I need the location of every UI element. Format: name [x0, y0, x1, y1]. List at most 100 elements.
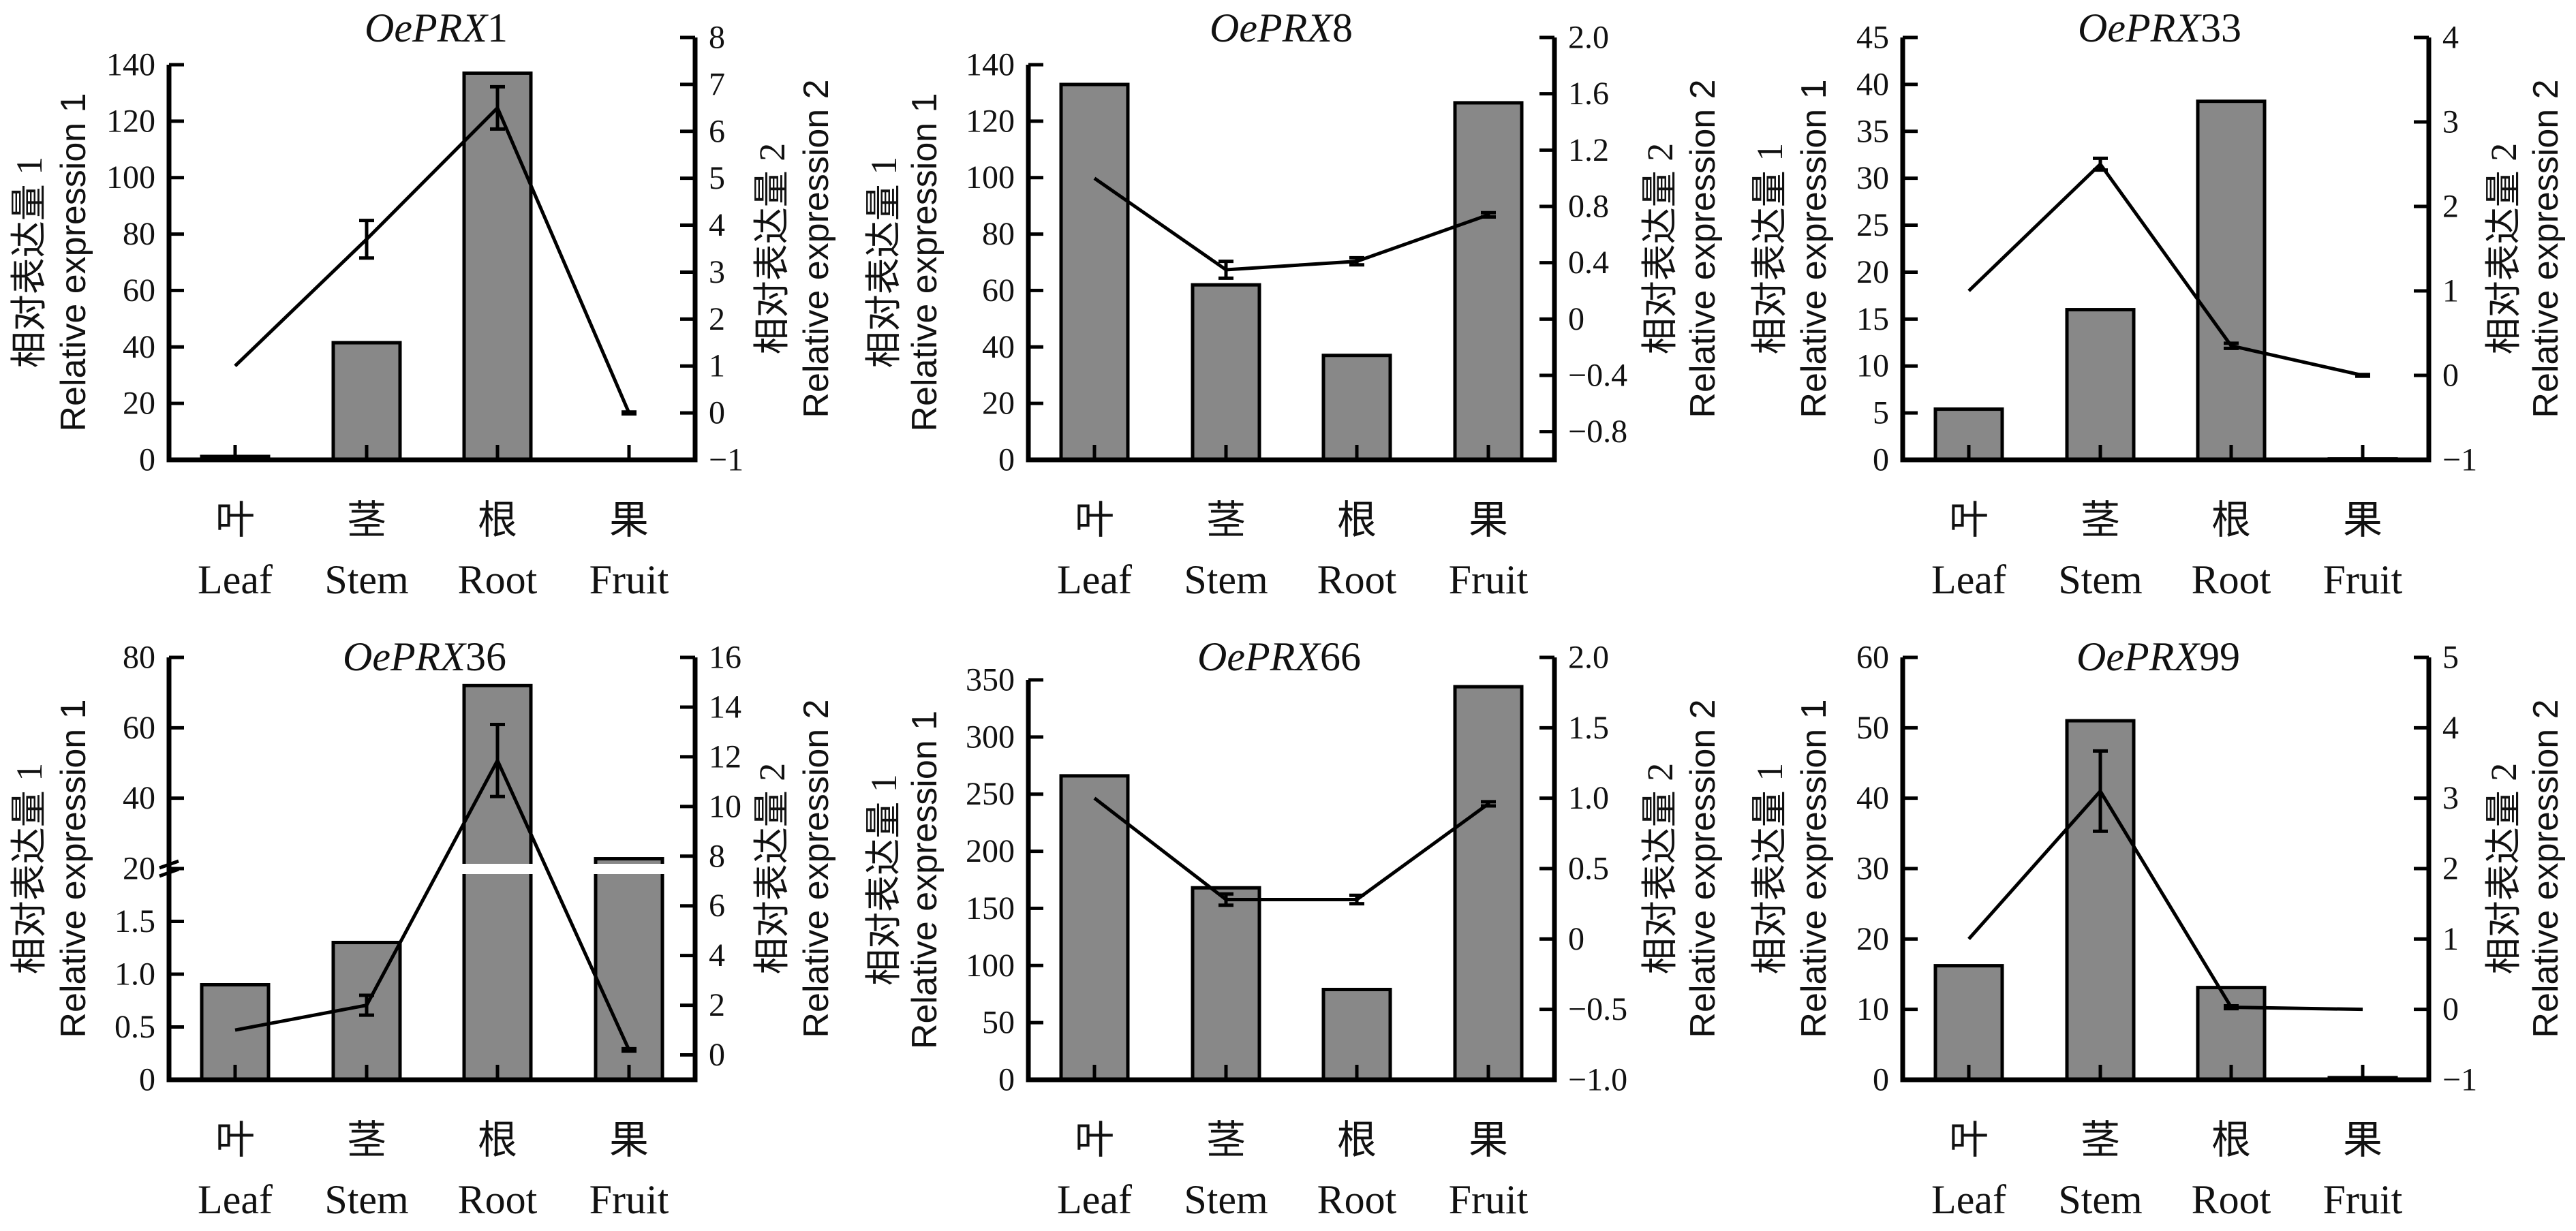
left-tick-label: 0	[139, 1062, 155, 1098]
left-tick-label: 150	[966, 890, 1015, 926]
category-label-en: Leaf	[1931, 557, 2006, 602]
error-bar-stem	[2093, 749, 2108, 833]
error-bar-fruit	[1481, 800, 1496, 808]
error-bar-stem	[1218, 892, 1233, 907]
category-label-cn: 茎	[2081, 1118, 2120, 1162]
left-tick-label: 10	[1856, 348, 1889, 384]
category-label-cn: 根	[2211, 498, 2251, 542]
category-label-cn: 叶	[1075, 1118, 1114, 1162]
left-tick-label: 25	[1856, 207, 1889, 243]
left-axis-title-cn: 相对表达量 1	[9, 157, 50, 369]
right-tick-label: −0.4	[1568, 358, 1627, 394]
right-tick-label: 5	[2442, 640, 2459, 676]
left-tick-label: 80	[123, 216, 155, 252]
category-label-en: Root	[458, 557, 538, 602]
category-label-en: Fruit	[2323, 557, 2403, 602]
left-tick-label: 100	[966, 159, 1015, 196]
expression-line	[1093, 796, 1490, 901]
left-axis-title-en: Relative expression 1	[1794, 79, 1834, 418]
bar-root	[1321, 354, 1392, 462]
expression-line	[1967, 788, 2363, 1012]
right-tick-label: −1	[2442, 442, 2477, 478]
right-tick-label: 1.6	[1568, 76, 1609, 112]
right-tick-label: 0	[2442, 358, 2459, 394]
left-tick-label: 35	[1856, 113, 1889, 149]
left-tick-label: 20	[982, 386, 1015, 422]
chart-panel-oeprx66: 0 50 100 150 200 250 300 350 −1.0 −0.5 0 0.5 1.0 1.5 2…	[863, 634, 1723, 1222]
chart-title-gene-number: 36	[465, 634, 506, 679]
left-tick-label: 80	[982, 216, 1015, 252]
category-label-en: Root	[1317, 557, 1397, 602]
right-tick-label: 5	[709, 160, 725, 196]
left-tick-label: 60	[1856, 640, 1889, 676]
error-bar-root	[490, 722, 505, 798]
chart-title: OePRX33	[2078, 5, 2241, 50]
category-label-cn: 果	[2343, 1118, 2382, 1162]
right-tick-label: 3	[709, 254, 725, 290]
left-axis-title-cn: 相对表达量 1	[1749, 143, 1790, 355]
right-tick-label: 0.5	[1568, 851, 1609, 887]
category-label-en: Root	[458, 1177, 538, 1222]
category-label-cn: 果	[2343, 498, 2382, 542]
right-tick-label: 12	[709, 738, 741, 775]
axis-break-gap	[461, 864, 534, 874]
bar-root	[462, 71, 533, 462]
bar-leaf	[1059, 774, 1130, 1082]
bar-fruit	[1453, 101, 1524, 462]
right-tick-label: 8	[709, 838, 725, 874]
left-tick-label: 140	[106, 47, 155, 83]
left-tick-label: 100	[106, 159, 155, 196]
chart-title-gene-prefix: OePRX	[1210, 5, 1334, 50]
left-tick-label: 5	[1873, 395, 1889, 431]
category-label-cn: 叶	[215, 1118, 255, 1162]
left-tick-label: 40	[123, 780, 155, 816]
chart-title-gene-prefix: OePRX	[1197, 634, 1321, 679]
left-tick-label: 40	[123, 329, 155, 365]
chart-panel-oeprx8: 0 20 40 60 80 100 120 140 −0.8 −0.4 0 0.4 0.8 1.2 1.6 2…	[863, 5, 1723, 602]
right-axis-title-en: Relative expression 2	[2526, 699, 2566, 1038]
expression-line	[1093, 176, 1489, 272]
right-tick-label: 1	[2442, 273, 2459, 309]
bar-root	[2196, 99, 2267, 462]
bar-leaf	[1059, 82, 1130, 462]
left-tick-label: 250	[966, 776, 1015, 812]
error-bar-root	[2224, 1004, 2239, 1011]
left-tick-label: 20	[123, 851, 155, 887]
category-label-en: Fruit	[589, 557, 669, 602]
bar-stem	[331, 341, 402, 462]
left-tick-label: 40	[982, 329, 1015, 365]
category-label-cn: 果	[609, 498, 649, 542]
chart-title: OePRX1	[365, 5, 508, 50]
right-tick-label: 2	[709, 301, 725, 337]
category-label-en: Stem	[1184, 1177, 1268, 1222]
error-bar-root	[2224, 341, 2239, 350]
left-axis-title-cn: 相对表达量 1	[1749, 763, 1790, 975]
category-label-en: Stem	[324, 557, 408, 602]
right-tick-label: 2	[2442, 189, 2459, 225]
left-tick-label: 300	[966, 719, 1015, 755]
left-tick-label: 20	[123, 386, 155, 422]
bar-root	[1321, 988, 1392, 1082]
right-tick-label: 8	[709, 20, 725, 56]
right-axis-title-cn: 相对表达量 2	[752, 143, 793, 355]
right-axis-title-cn: 相对表达量 2	[2483, 143, 2524, 355]
left-tick-label: 1.5	[114, 903, 155, 939]
error-bar-stem	[359, 993, 374, 1017]
category-label-en: Fruit	[2323, 1177, 2403, 1222]
left-tick-label: 120	[966, 103, 1015, 139]
chart-panel-oeprx36: 0 0.5 1.0 1.5 20 40 60 80 0 2 4 6 8 10 12 14 16 OePRX36 叶L…	[9, 634, 836, 1222]
left-tick-label: 0	[1873, 1062, 1889, 1098]
category-label-cn: 叶	[1949, 1118, 1989, 1162]
right-tick-label: 10	[709, 788, 741, 824]
category-label-cn: 茎	[347, 1118, 386, 1162]
expression-line	[234, 104, 631, 414]
left-tick-label: 50	[982, 1005, 1015, 1041]
right-axis-title-en: Relative expression 2	[797, 79, 836, 418]
right-tick-label: 14	[709, 689, 741, 725]
chart-title: OePRX36	[343, 634, 506, 679]
right-tick-label: 1.2	[1568, 132, 1609, 168]
category-label-en: Fruit	[1449, 557, 1529, 602]
right-tick-label: 0	[1568, 301, 1584, 337]
